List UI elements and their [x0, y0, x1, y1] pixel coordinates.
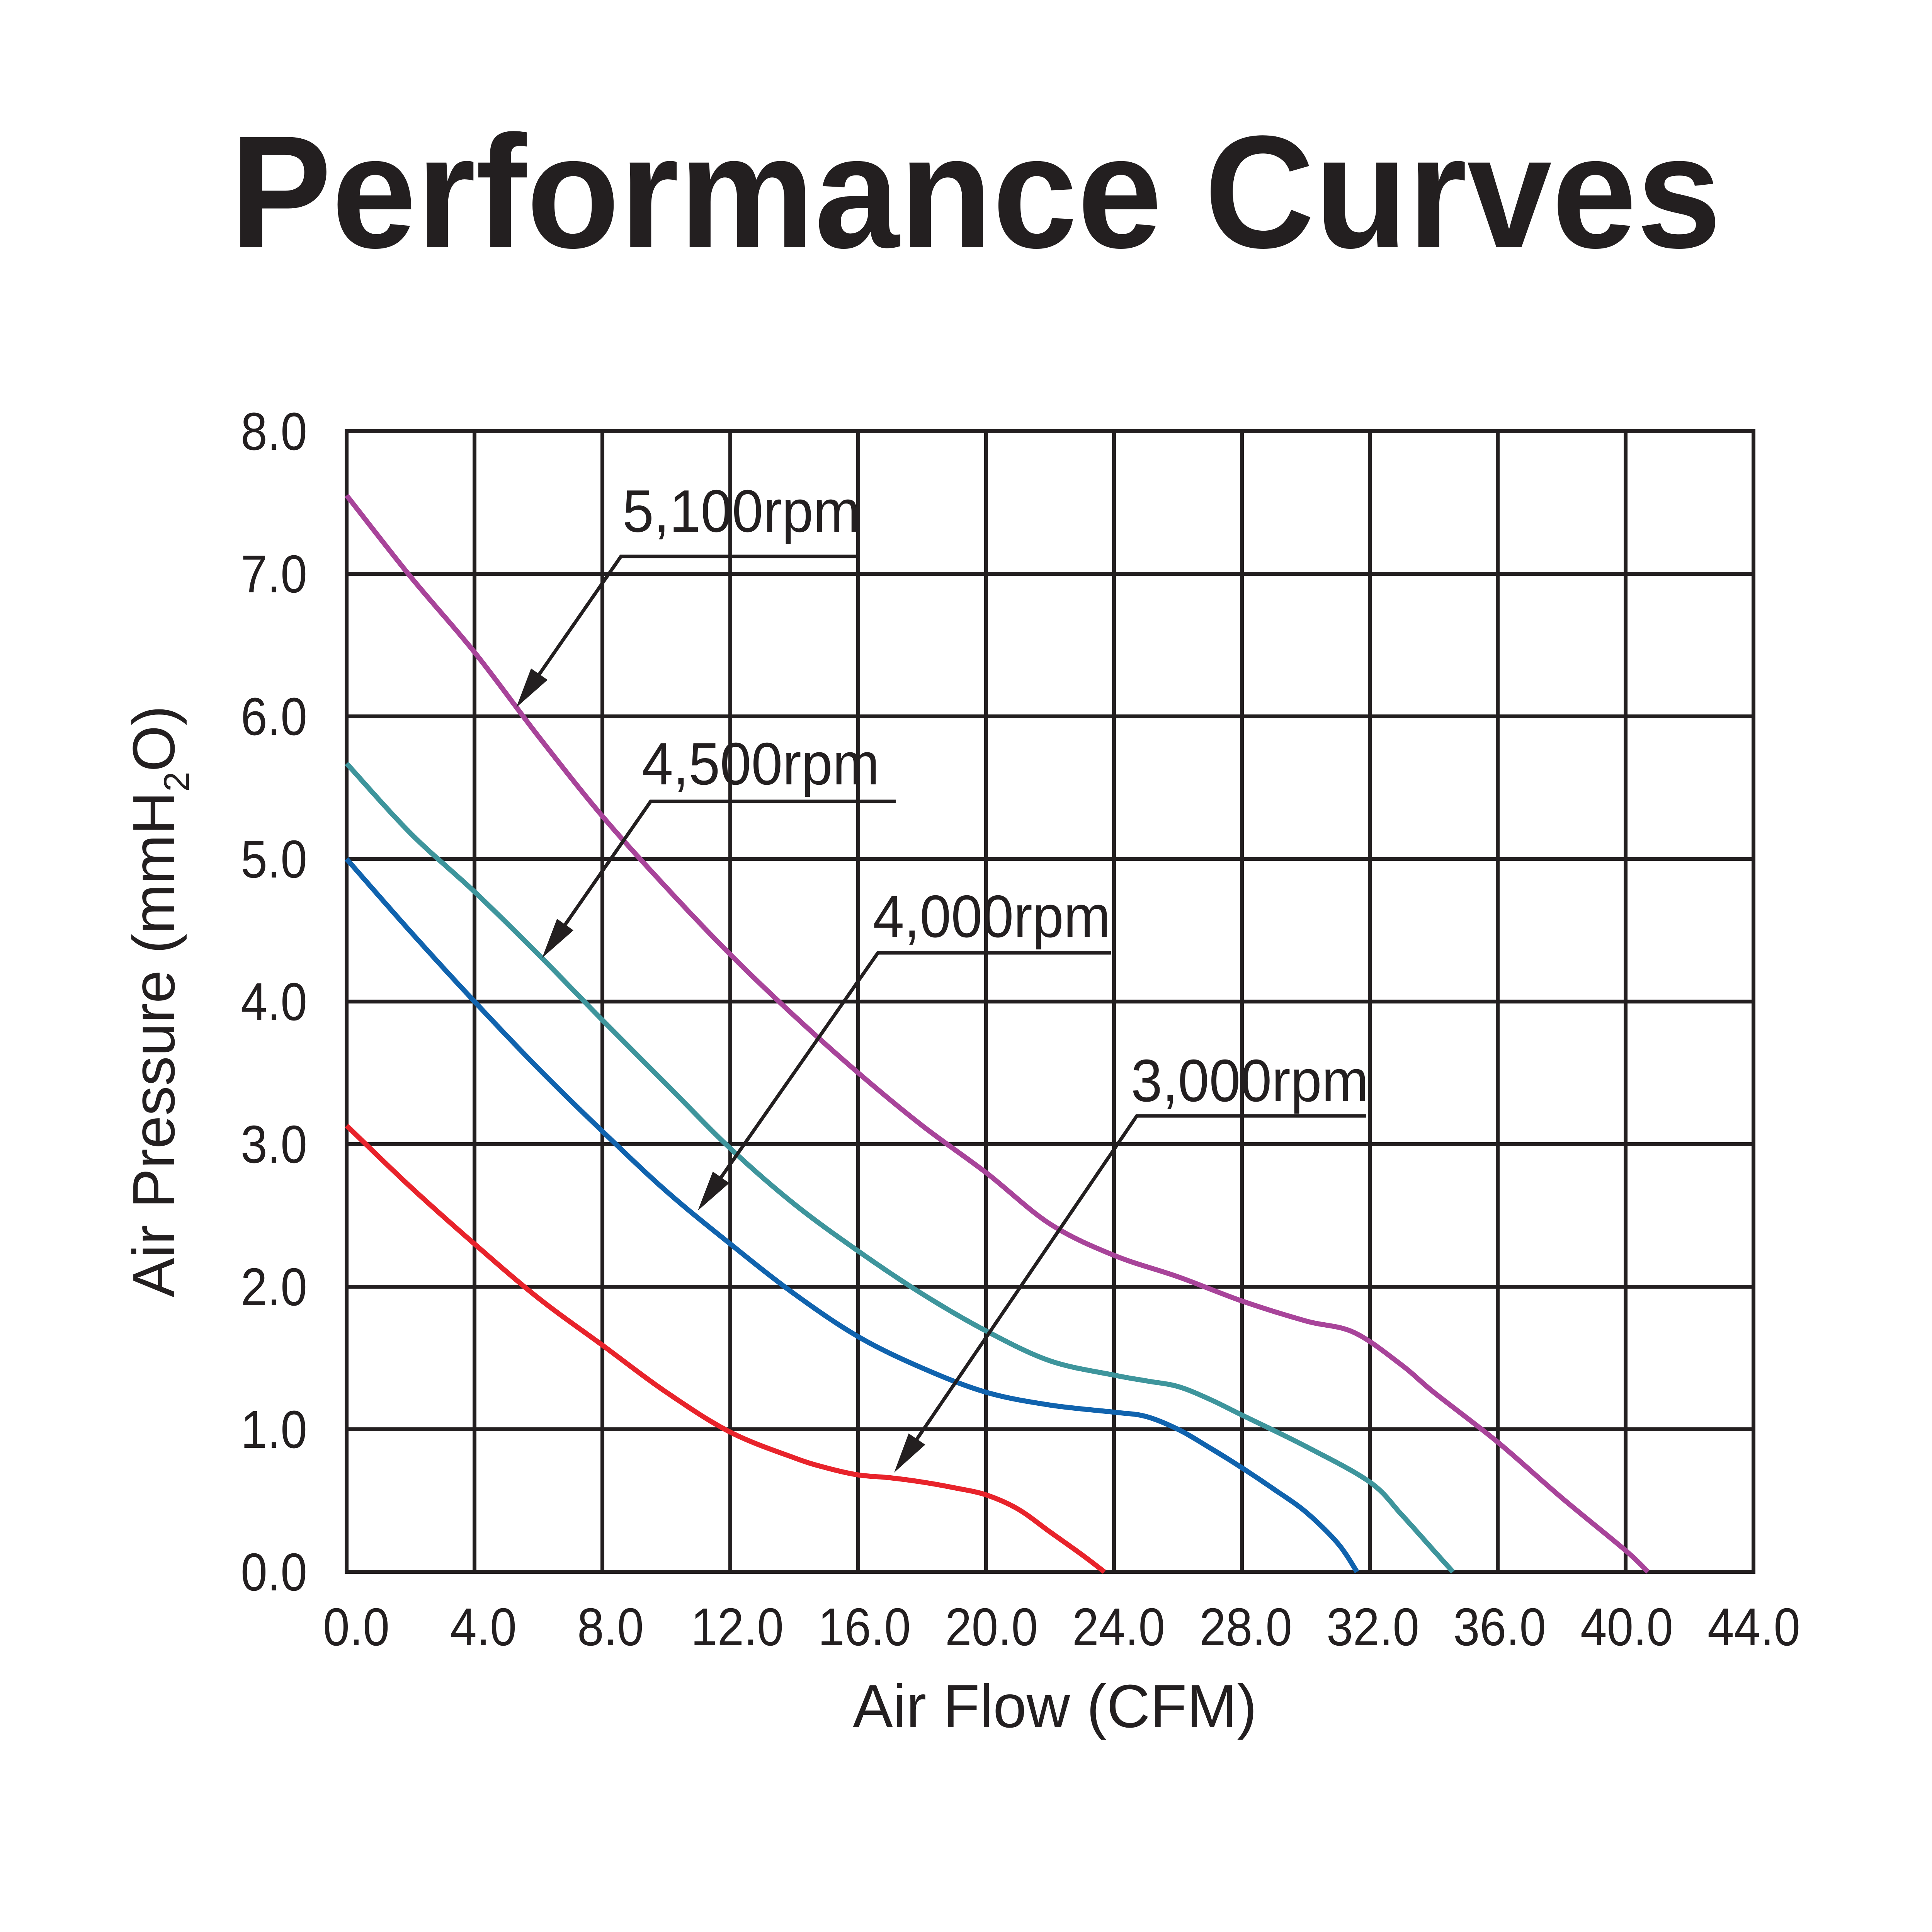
- svg-text:28.0: 28.0: [1199, 1597, 1292, 1657]
- svg-text:32.0: 32.0: [1327, 1597, 1419, 1657]
- svg-text:0.0: 0.0: [241, 1543, 307, 1602]
- svg-text:8.0: 8.0: [577, 1597, 644, 1657]
- svg-text:36.0: 36.0: [1453, 1597, 1546, 1657]
- svg-text:4.0: 4.0: [450, 1597, 517, 1657]
- svg-text:2.0: 2.0: [241, 1257, 307, 1317]
- svg-text:5.0: 5.0: [241, 830, 307, 889]
- svg-text:40.0: 40.0: [1580, 1597, 1673, 1657]
- svg-text:16.0: 16.0: [818, 1597, 911, 1657]
- svg-text:3,000rpm: 3,000rpm: [1131, 1047, 1369, 1114]
- svg-text:7.0: 7.0: [241, 544, 307, 604]
- svg-text:4.0: 4.0: [241, 972, 307, 1032]
- svg-text:0.0: 0.0: [323, 1597, 389, 1657]
- svg-text:Performance Curves: Performance Curves: [230, 102, 1721, 281]
- svg-text:1.0: 1.0: [241, 1400, 307, 1459]
- svg-text:12.0: 12.0: [691, 1597, 784, 1657]
- svg-text:4,500rpm: 4,500rpm: [642, 730, 879, 797]
- svg-text:20.0: 20.0: [945, 1597, 1038, 1657]
- svg-text:3.0: 3.0: [241, 1115, 307, 1174]
- svg-text:4,000rpm: 4,000rpm: [873, 883, 1111, 950]
- svg-text:5,100rpm: 5,100rpm: [622, 478, 860, 544]
- svg-text:Air Flow (CFM): Air Flow (CFM): [853, 1672, 1257, 1740]
- svg-text:24.0: 24.0: [1072, 1597, 1165, 1657]
- svg-text:8.0: 8.0: [241, 402, 307, 461]
- svg-text:44.0: 44.0: [1708, 1597, 1800, 1657]
- svg-text:6.0: 6.0: [241, 687, 307, 747]
- svg-text:Air Pressure (mmH2O): Air Pressure (mmH2O): [121, 706, 197, 1298]
